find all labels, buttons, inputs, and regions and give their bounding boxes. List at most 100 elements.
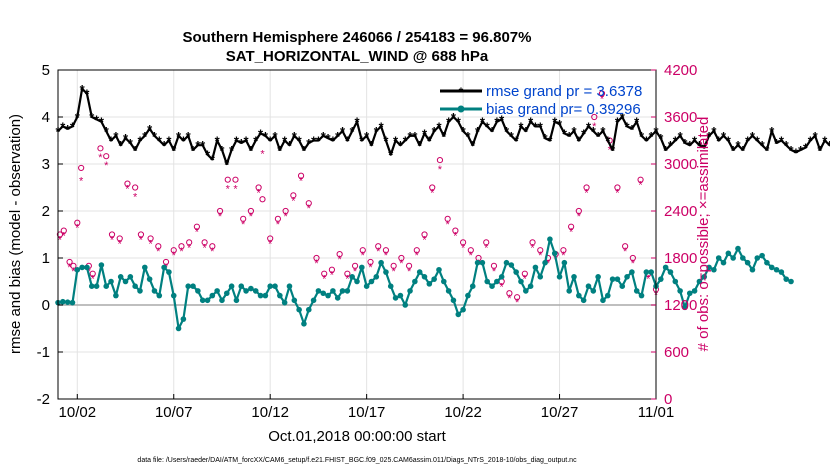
obs-assimilated-marker: * [276,219,281,231]
obs-possible-marker [97,145,104,152]
rmse-point: * [330,134,336,149]
rmse-point: * [379,119,385,134]
obs-possible-marker [274,215,282,222]
rmse-point: * [793,145,799,160]
bias-point [556,274,563,280]
bias-point [315,288,322,294]
obs-possible-marker [568,223,575,230]
obs-possible-marker [390,262,397,269]
bias-point [291,297,298,304]
obs-assimilated-marker: * [283,211,288,223]
obs-assimilated-marker: * [307,203,312,215]
obs-assimilated-marker: * [226,184,231,196]
obs-assimilated-marker: * [561,250,566,262]
obs-possible-marker [74,219,81,226]
obs-assimilated-marker: * [249,211,254,223]
obs-possible-marker [490,262,498,269]
bias-point [513,269,519,275]
rmse-point: * [200,138,206,153]
bias-point [474,259,481,266]
legend-bias-label: bias grand pr= 0.39296 [486,101,641,118]
rmse-point: * [813,129,819,144]
bias-point [725,250,732,257]
obs-assimilated-marker: * [507,293,512,305]
bias-point [614,276,621,282]
bias-point [69,299,76,306]
obs-assimilated-marker: * [218,211,223,223]
bias-point [325,292,331,299]
bias-point [209,292,216,299]
rmse-point: * [822,134,828,149]
obs-possible-marker [209,243,216,250]
obs-possible-marker [247,207,255,215]
bias-point [658,276,664,282]
rmse-point: * [99,115,105,130]
obs-assimilated-marker: * [62,231,67,243]
obs-assimilated-marker: * [361,250,366,262]
rmse-point: * [239,136,245,151]
bias-point [537,274,544,280]
obs-possible-marker [591,113,598,121]
y-right-tick-label: 600 [664,344,689,361]
rmse-point: * [518,119,524,134]
bias-point [431,276,437,282]
rmse-point: * [210,152,216,167]
rmse-point: * [760,138,766,153]
obs-possible-marker [452,227,459,234]
bias-point [387,283,394,290]
bias-point [494,278,500,285]
rmse-point: * [735,138,741,153]
rmse-point: * [412,129,418,144]
y-axis-right-label: # of obs: o=possible; ×=assimilated [695,117,712,352]
rmse-point: * [326,131,332,146]
bias-point [532,264,539,271]
legend-bias-marker [457,105,465,113]
rmse-point: * [707,129,713,144]
obs-possible-marker [297,172,305,179]
bias-point [489,283,495,290]
rmse-point: * [205,148,211,163]
obs-possible-marker [598,90,606,97]
obs-assimilated-marker: * [415,250,420,262]
rmse-point: * [625,119,631,134]
bias-point [460,306,466,313]
obs-possible-marker [336,250,343,258]
rmse-point: * [697,138,703,153]
bias-point [682,304,688,311]
rmse-point: * [272,129,278,144]
bias-point [142,264,148,271]
rmse-point: * [731,143,737,158]
bias-point [166,269,172,275]
rmse-point: * [215,134,221,149]
bias-point [508,262,515,268]
bias-point [421,274,428,280]
rmse-point: * [359,134,365,149]
rmse-point: * [388,148,394,163]
obs-possible-marker [70,262,77,269]
rmse-point: * [634,115,640,130]
rmse-point: * [137,134,143,149]
rmse-point: * [191,143,197,158]
rmse-point: * [374,124,380,139]
obs-assimilated-marker: * [453,231,458,243]
x-tick-label: 10/07 [155,404,193,421]
bias-point [277,292,283,299]
bias-point [199,297,206,304]
data-file-footer: data file: /Users/raeder/DAI/ATM_forcXX/… [137,457,577,464]
obs-possible-marker [622,243,629,250]
rmse-point: * [552,115,558,130]
bias-point [243,288,249,294]
bias-point [248,285,254,292]
obs-possible-marker [282,207,289,215]
bias-point [677,288,683,294]
obs-possible-marker [367,258,374,266]
bias-point [633,288,640,294]
bias-point [715,255,722,261]
obs-possible-marker [521,270,528,277]
obs-possible-marker [421,231,428,238]
rmse-point: * [65,122,71,137]
obs-assimilated-marker: * [314,258,319,270]
obs-assimilated-marker: * [260,148,265,160]
x-tick-label: 10/02 [59,404,97,421]
obs-possible-marker [155,243,162,250]
